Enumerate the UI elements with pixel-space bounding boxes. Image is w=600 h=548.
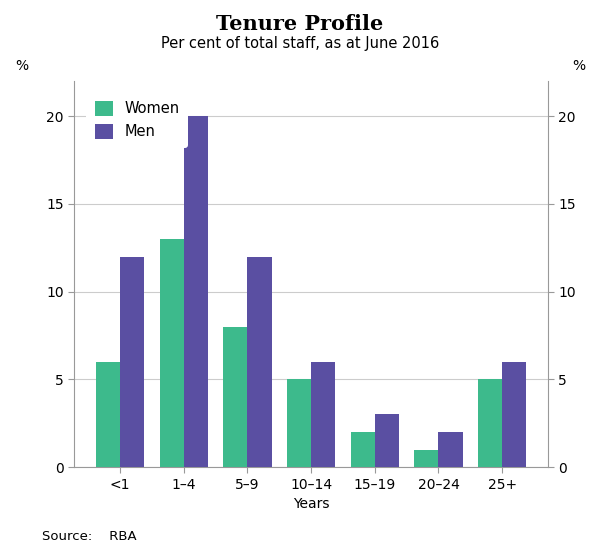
- Bar: [287, 379, 311, 467]
- Bar: [478, 379, 502, 467]
- Text: Per cent of total staff, as at June 2016: Per cent of total staff, as at June 2016: [161, 36, 439, 50]
- Bar: [184, 116, 208, 467]
- Bar: [414, 449, 439, 467]
- Text: Source:    RBA: Source: RBA: [42, 529, 137, 543]
- Text: %: %: [572, 59, 585, 73]
- Legend: Women, Men: Women, Men: [86, 92, 188, 148]
- Bar: [223, 327, 247, 467]
- Bar: [96, 362, 120, 467]
- Bar: [502, 362, 526, 467]
- Text: %: %: [15, 59, 28, 73]
- Bar: [247, 256, 272, 467]
- Text: Tenure Profile: Tenure Profile: [217, 14, 383, 33]
- Bar: [160, 239, 184, 467]
- X-axis label: Years: Years: [293, 497, 329, 511]
- Bar: [350, 432, 375, 467]
- Bar: [311, 362, 335, 467]
- Bar: [439, 432, 463, 467]
- Bar: [120, 256, 144, 467]
- Bar: [375, 414, 399, 467]
